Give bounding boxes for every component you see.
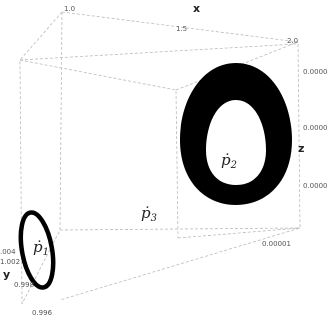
axis-label: y: [3, 268, 10, 281]
tick-label: 0.00003: [303, 124, 328, 132]
tick-label: 0.00002: [303, 182, 328, 190]
orbit-ring: [18, 210, 56, 290]
tick-label: 0.00004: [303, 68, 328, 76]
tick-label: 1.002: [0, 258, 20, 266]
point-label: ṗ1: [33, 238, 49, 258]
tick-label: 2.0: [287, 37, 298, 45]
tick-label: 0.996: [32, 309, 53, 317]
axis-label: z: [298, 142, 304, 155]
tick-label: .004: [0, 248, 16, 256]
point-label: ṗ3: [141, 204, 157, 224]
tick-label: 0.00001: [262, 240, 291, 248]
tick-label: 1.0: [64, 5, 75, 13]
axis-label: x: [193, 2, 200, 15]
orbit-ring: [180, 63, 292, 205]
tick-label: 1.5: [176, 25, 187, 33]
tick-label: 0.998: [14, 281, 34, 289]
bounding-box: [19, 11, 301, 305]
point-label: ṗ2: [221, 151, 237, 171]
